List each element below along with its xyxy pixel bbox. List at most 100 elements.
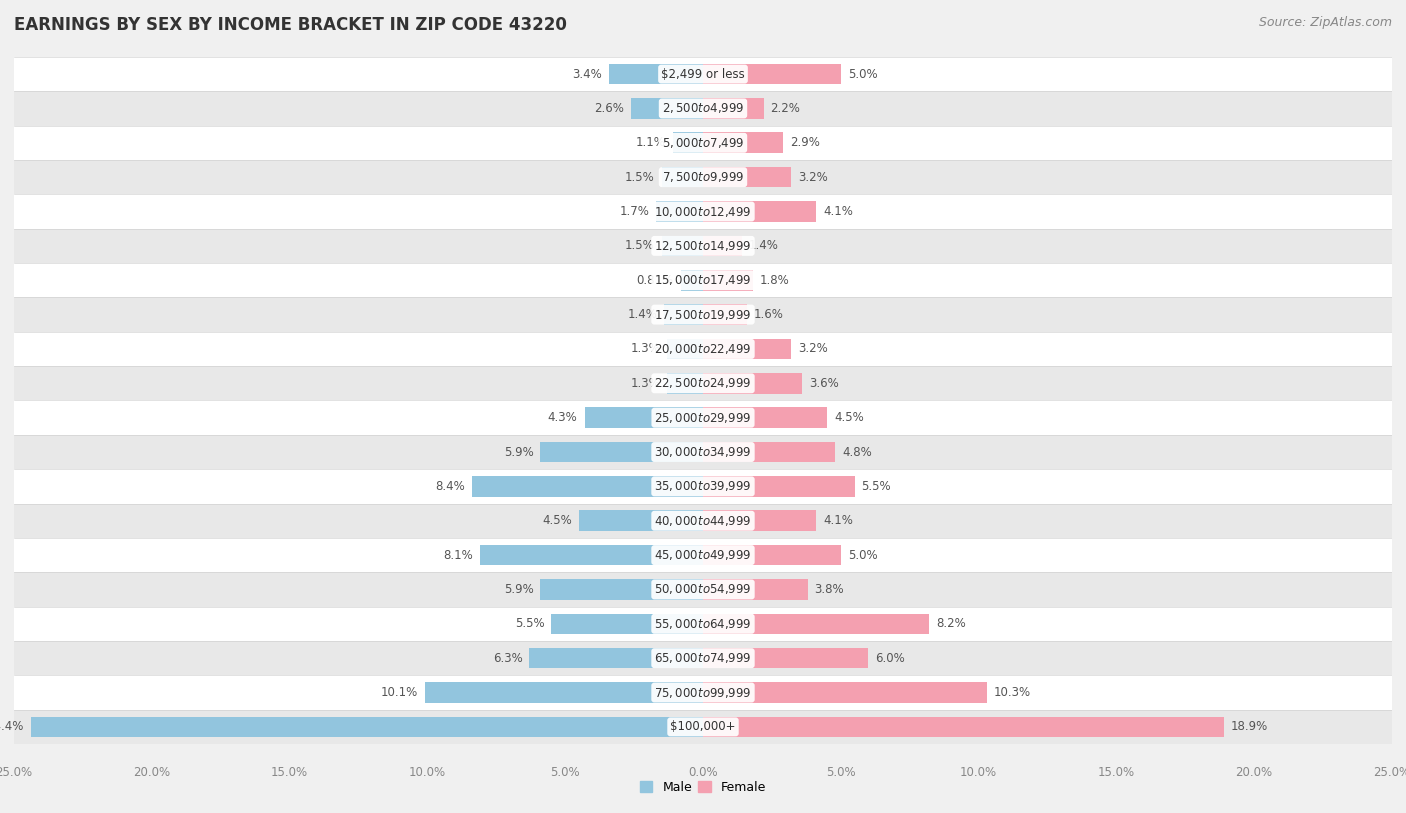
Bar [14, 57, 1392, 91]
Bar [425, 682, 703, 702]
Text: $20,000 to $22,499: $20,000 to $22,499 [654, 342, 752, 356]
Text: $5,000 to $7,499: $5,000 to $7,499 [662, 136, 744, 150]
Text: 3.8%: 3.8% [814, 583, 844, 596]
Bar [479, 545, 703, 565]
Bar [471, 476, 703, 497]
Bar [703, 98, 763, 119]
Bar [14, 710, 1392, 744]
Text: 1.5%: 1.5% [626, 171, 655, 184]
Text: 8.1%: 8.1% [443, 549, 472, 562]
Text: $22,500 to $24,999: $22,500 to $24,999 [654, 376, 752, 390]
Bar [703, 716, 1223, 737]
Text: $40,000 to $44,999: $40,000 to $44,999 [654, 514, 752, 528]
Bar [579, 511, 703, 531]
Text: $2,500 to $4,999: $2,500 to $4,999 [662, 102, 744, 115]
Bar [14, 401, 1392, 435]
Text: Source: ZipAtlas.com: Source: ZipAtlas.com [1258, 16, 1392, 29]
Text: $35,000 to $39,999: $35,000 to $39,999 [654, 480, 752, 493]
Bar [668, 339, 703, 359]
Text: 5.5%: 5.5% [515, 617, 544, 630]
Text: 8.4%: 8.4% [434, 480, 464, 493]
Bar [14, 91, 1392, 126]
Text: $75,000 to $99,999: $75,000 to $99,999 [654, 685, 752, 699]
Text: $17,500 to $19,999: $17,500 to $19,999 [654, 307, 752, 322]
Bar [14, 126, 1392, 160]
Bar [703, 304, 747, 325]
Bar [703, 648, 869, 668]
Bar [703, 682, 987, 702]
Text: 1.5%: 1.5% [626, 239, 655, 252]
Text: 4.1%: 4.1% [823, 205, 853, 218]
Bar [530, 648, 703, 668]
Text: 4.3%: 4.3% [548, 411, 578, 424]
Text: 4.5%: 4.5% [834, 411, 863, 424]
Text: 0.81%: 0.81% [637, 274, 673, 287]
Bar [703, 236, 741, 256]
Text: $2,499 or less: $2,499 or less [661, 67, 745, 80]
Bar [14, 503, 1392, 538]
Text: 5.9%: 5.9% [503, 446, 533, 459]
Text: 3.4%: 3.4% [572, 67, 602, 80]
Bar [540, 441, 703, 463]
Bar [631, 98, 703, 119]
Bar [14, 194, 1392, 228]
Text: 3.6%: 3.6% [808, 376, 839, 389]
Bar [703, 373, 803, 393]
Bar [703, 167, 792, 188]
Text: 1.1%: 1.1% [636, 137, 666, 150]
Text: $45,000 to $49,999: $45,000 to $49,999 [654, 548, 752, 562]
Text: 1.3%: 1.3% [630, 376, 661, 389]
Bar [703, 133, 783, 153]
Text: 5.0%: 5.0% [848, 67, 877, 80]
Text: 1.7%: 1.7% [620, 205, 650, 218]
Bar [14, 606, 1392, 641]
Text: 1.4%: 1.4% [627, 308, 658, 321]
Bar [665, 304, 703, 325]
Text: 2.9%: 2.9% [790, 137, 820, 150]
Bar [14, 676, 1392, 710]
Text: 5.9%: 5.9% [503, 583, 533, 596]
Bar [14, 435, 1392, 469]
Text: $30,000 to $34,999: $30,000 to $34,999 [654, 445, 752, 459]
Bar [703, 201, 815, 222]
Bar [609, 63, 703, 85]
Bar [14, 298, 1392, 332]
Bar [657, 201, 703, 222]
Bar [662, 236, 703, 256]
Text: $65,000 to $74,999: $65,000 to $74,999 [654, 651, 752, 665]
Bar [14, 572, 1392, 606]
Text: $7,500 to $9,999: $7,500 to $9,999 [662, 170, 744, 185]
Text: 24.4%: 24.4% [0, 720, 24, 733]
Bar [540, 579, 703, 600]
Text: 1.4%: 1.4% [748, 239, 779, 252]
Text: 2.2%: 2.2% [770, 102, 800, 115]
Text: $15,000 to $17,499: $15,000 to $17,499 [654, 273, 752, 287]
Text: $100,000+: $100,000+ [671, 720, 735, 733]
Legend: Male, Female: Male, Female [636, 776, 770, 799]
Text: 5.0%: 5.0% [848, 549, 877, 562]
Text: 18.9%: 18.9% [1230, 720, 1268, 733]
Bar [668, 373, 703, 393]
Bar [14, 538, 1392, 572]
Bar [703, 407, 827, 428]
Text: $10,000 to $12,499: $10,000 to $12,499 [654, 205, 752, 219]
Text: 3.2%: 3.2% [799, 171, 828, 184]
Text: 2.6%: 2.6% [595, 102, 624, 115]
Bar [14, 263, 1392, 298]
Bar [672, 133, 703, 153]
Bar [703, 545, 841, 565]
Bar [703, 579, 807, 600]
Text: 5.5%: 5.5% [862, 480, 891, 493]
Text: $12,500 to $14,999: $12,500 to $14,999 [654, 239, 752, 253]
Text: EARNINGS BY SEX BY INCOME BRACKET IN ZIP CODE 43220: EARNINGS BY SEX BY INCOME BRACKET IN ZIP… [14, 16, 567, 34]
Text: 8.2%: 8.2% [936, 617, 966, 630]
Bar [662, 167, 703, 188]
Text: $25,000 to $29,999: $25,000 to $29,999 [654, 411, 752, 424]
Bar [14, 228, 1392, 263]
Bar [14, 469, 1392, 503]
Text: 6.3%: 6.3% [492, 652, 523, 665]
Text: 10.3%: 10.3% [994, 686, 1031, 699]
Text: 3.2%: 3.2% [799, 342, 828, 355]
Text: 10.1%: 10.1% [381, 686, 418, 699]
Bar [14, 641, 1392, 676]
